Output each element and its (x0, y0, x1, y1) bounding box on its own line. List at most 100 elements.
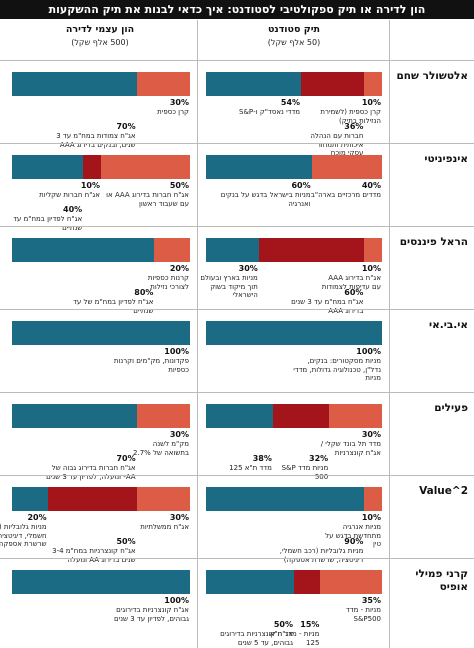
segment-description: מדדי נאסד"ק ו-S&P (239, 108, 301, 116)
row-separator (0, 392, 474, 393)
percent-label: 90% (344, 537, 364, 546)
percent-label: 40% (361, 181, 381, 190)
company-name: Value^2 (419, 485, 468, 497)
segment-description: מדד ת"א 125 (229, 464, 272, 472)
segment-description: אג"ח חברות בדירוג גבוה של AA- ומעלה, לפד… (46, 464, 136, 481)
percent-label: 54% (280, 98, 301, 107)
column-title: הון עצמי לדירה (65, 24, 135, 35)
bar-segment (154, 238, 190, 262)
bar-segment (206, 487, 365, 511)
percent-label: 50% (116, 537, 136, 546)
company-name: אלטשולר שחם (396, 70, 468, 82)
percent-label: 50% (273, 620, 293, 629)
row-separator (0, 309, 474, 310)
column-subtitle: (50 אלף שקל) (267, 38, 321, 47)
segment-description: אג"ח קונצרניות בדירוגים גבוהים, עד 5 שני… (220, 630, 293, 647)
percent-label: 70% (116, 454, 136, 463)
segment-description: אג"ח צמודות במח"מ עד 3 שנים, ובנקים בדיר… (56, 132, 136, 149)
bar-segment (329, 404, 382, 428)
segment-description: מדדים מרכזיים בארה"ב (310, 191, 381, 199)
bar-segment (136, 487, 190, 511)
percent-label: 20% (27, 513, 47, 522)
bar-segment (320, 570, 382, 594)
divider (389, 20, 390, 648)
company-name: אי.בי.אי (429, 319, 468, 331)
percent-label: 36% (344, 122, 364, 131)
percent-label: 32% (309, 454, 329, 463)
segment-description: חברות עם הנהלה איכותית ותמחור עסקי מוכח (310, 132, 364, 157)
bar-segment (12, 238, 155, 262)
segment-description: מדד תל בונד שקלי / אג"ח קונצרניות (320, 440, 381, 457)
company-name: אינפיניטי (424, 153, 468, 165)
bar-segment (12, 72, 137, 96)
column-title: תיק סטודנט (267, 24, 321, 35)
percent-label: 30% (169, 513, 189, 522)
bar-segment (12, 155, 84, 179)
percent-label: 30% (169, 98, 189, 107)
bar-segment (364, 487, 382, 511)
bar-segment (83, 155, 101, 179)
bar-segment (294, 570, 321, 594)
bar-segment (136, 72, 190, 96)
bar-segment (206, 321, 382, 345)
segment-description: מניות אנרגיה מתחדשת בדגש על טין (325, 523, 381, 548)
percent-label: 100% (164, 596, 189, 605)
percent-label: 60% (344, 288, 364, 297)
percent-label: 60% (291, 181, 311, 190)
percent-label: 80% (134, 288, 154, 297)
percent-label: 15% (300, 620, 320, 629)
title: הון לדירה או תיק ספקולטיבי לסטודנט: איך … (0, 0, 474, 19)
segment-description: אג"ח במח"מ עד 3 שנים בדירוג AAA (291, 298, 364, 315)
bar-segment (206, 238, 259, 262)
segment-description: מניות בארץ ובעולם תוך מיקוד בשוק הישראלי (200, 274, 258, 299)
segment-description: מניות - מדד S&P500 (345, 606, 381, 623)
segment-description: קרן כספית (לשמירת הנזילות בתיק) (320, 108, 381, 125)
percent-label: 20% (169, 264, 189, 273)
column-subtitle: (500 אלף שקל) (71, 38, 129, 47)
percent-label: 38% (252, 454, 272, 463)
percent-label: 30% (169, 430, 189, 439)
bar-segment (364, 238, 382, 262)
segment-description: קרן כספית (157, 108, 189, 116)
bar-segment (136, 404, 190, 428)
bar-segment (258, 238, 365, 262)
row-separator (0, 558, 474, 559)
segment-description: מניות בישראל בדגש על בנקים ואנרגיה (220, 191, 311, 208)
percent-label: 10% (361, 513, 381, 522)
percent-label: 30% (361, 430, 381, 439)
percent-label: 40% (63, 205, 83, 214)
row-separator (0, 60, 474, 61)
segment-description: פקדונות, מק"מים וקרנות כספיות (113, 357, 189, 374)
percent-label: 100% (356, 347, 381, 356)
bar-segment (364, 72, 382, 96)
bar-segment (301, 72, 365, 96)
company-name: קרני פמילי אופיס (415, 568, 468, 593)
bar-segment (12, 321, 190, 345)
company-name: הראל פיננסים (399, 236, 468, 248)
row-separator (0, 226, 474, 227)
segment-description: אג"ח חברות שקליות (39, 191, 100, 199)
segment-description: אג"ח קונצרניות במח"מ 3-4 שנים בדירוג AA … (52, 547, 136, 564)
bar-segment (206, 155, 312, 179)
company-name: פעילים (434, 402, 468, 414)
bar-segment (272, 404, 330, 428)
percent-label: 10% (80, 181, 100, 190)
row-separator (0, 143, 474, 144)
bar-segment (47, 487, 137, 511)
bar-segment (12, 570, 190, 594)
bar-segment (206, 72, 302, 96)
bar-segment (12, 404, 137, 428)
percent-label: 70% (116, 122, 136, 131)
percent-label: 100% (164, 347, 189, 356)
row-separator (0, 475, 474, 476)
segment-description: אג"ח לפדיון במח"מ עד שנתיים (13, 215, 83, 232)
segment-description: אג"ח קונצרניות בדירוגים גבוהים, לפדיון ע… (114, 606, 189, 623)
segment-description: מניות מדד S&P 500 (281, 464, 329, 481)
segment-description: מניות גלובליות (רכב חשמלי, דיגיטציה, שרש… (0, 523, 47, 548)
bar-segment (206, 404, 273, 428)
divider (197, 20, 198, 648)
bar-segment (12, 487, 48, 511)
bar-segment (206, 570, 294, 594)
segment-description: אג"ח לפדיון במח"מ של עד שנתיים (73, 298, 154, 315)
